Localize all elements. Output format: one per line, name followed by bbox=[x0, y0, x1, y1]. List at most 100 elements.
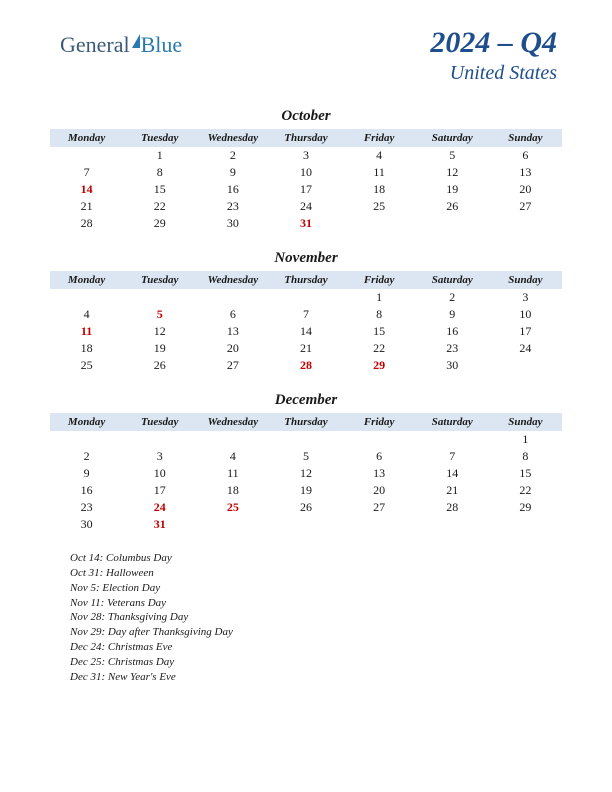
calendar-cell: 4 bbox=[50, 306, 123, 323]
calendar-cell bbox=[416, 431, 489, 448]
day-header: Saturday bbox=[416, 129, 489, 147]
holiday-item: Dec 25: Christmas Day bbox=[70, 655, 562, 670]
calendar-cell: 10 bbox=[269, 164, 342, 181]
calendar-cell: 29 bbox=[123, 215, 196, 232]
holiday-item: Nov 11: Veterans Day bbox=[70, 596, 562, 611]
calendar-cell: 30 bbox=[196, 215, 269, 232]
calendar-cell: 15 bbox=[123, 181, 196, 198]
calendar-cell: 22 bbox=[489, 482, 562, 499]
calendar-cell: 29 bbox=[343, 357, 416, 374]
calendar-cell: 15 bbox=[343, 323, 416, 340]
day-header: Tuesday bbox=[123, 271, 196, 289]
calendars-container: OctoberMondayTuesdayWednesdayThursdayFri… bbox=[50, 108, 562, 533]
calendar-cell: 9 bbox=[50, 465, 123, 482]
calendar-cell: 18 bbox=[50, 340, 123, 357]
holiday-item: Nov 29: Day after Thanksgiving Day bbox=[70, 625, 562, 640]
calendar-cell: 13 bbox=[489, 164, 562, 181]
calendar-cell: 24 bbox=[123, 499, 196, 516]
calendar-cell: 16 bbox=[50, 482, 123, 499]
calendar-cell: 10 bbox=[489, 306, 562, 323]
calendar-cell: 9 bbox=[416, 306, 489, 323]
day-header: Sunday bbox=[489, 413, 562, 431]
calendar-row: 2345678 bbox=[50, 448, 562, 465]
calendar-cell: 21 bbox=[269, 340, 342, 357]
calendar-cell: 20 bbox=[196, 340, 269, 357]
calendar-cell bbox=[50, 431, 123, 448]
calendar-cell: 4 bbox=[343, 147, 416, 164]
calendar-cell: 11 bbox=[50, 323, 123, 340]
calendar-cell: 27 bbox=[489, 198, 562, 215]
calendar-cell: 31 bbox=[269, 215, 342, 232]
calendar-cell: 1 bbox=[489, 431, 562, 448]
country-title: United States bbox=[430, 62, 557, 85]
calendar-cell: 26 bbox=[123, 357, 196, 374]
calendar-cell: 31 bbox=[123, 516, 196, 533]
calendar-cell: 7 bbox=[416, 448, 489, 465]
holiday-item: Dec 24: Christmas Eve bbox=[70, 640, 562, 655]
calendar-cell: 17 bbox=[123, 482, 196, 499]
calendar-row: 1 bbox=[50, 431, 562, 448]
calendar-cell: 12 bbox=[416, 164, 489, 181]
calendar-cell: 12 bbox=[269, 465, 342, 482]
logo: General Blue bbox=[60, 32, 182, 58]
calendar-cell: 17 bbox=[489, 323, 562, 340]
calendar-cell: 25 bbox=[343, 198, 416, 215]
calendar-cell bbox=[196, 431, 269, 448]
calendar-row: 21222324252627 bbox=[50, 198, 562, 215]
calendar-cell bbox=[269, 289, 342, 306]
calendar-cell: 2 bbox=[196, 147, 269, 164]
calendar-cell: 6 bbox=[489, 147, 562, 164]
calendar-cell: 11 bbox=[196, 465, 269, 482]
calendar-cell: 3 bbox=[489, 289, 562, 306]
calendar-row: 16171819202122 bbox=[50, 482, 562, 499]
calendar-cell: 21 bbox=[416, 482, 489, 499]
calendar-cell bbox=[343, 431, 416, 448]
calendar-cell: 16 bbox=[196, 181, 269, 198]
calendar-cell bbox=[416, 215, 489, 232]
calendar-row: 14151617181920 bbox=[50, 181, 562, 198]
calendar-cell: 8 bbox=[343, 306, 416, 323]
logo-text-blue: Blue bbox=[141, 32, 183, 58]
calendar-row: 123 bbox=[50, 289, 562, 306]
calendar-cell bbox=[196, 516, 269, 533]
calendar-cell: 5 bbox=[123, 306, 196, 323]
calendar-cell: 11 bbox=[343, 164, 416, 181]
holiday-item: Nov 5: Election Day bbox=[70, 581, 562, 596]
calendar-cell: 22 bbox=[123, 198, 196, 215]
day-header: Wednesday bbox=[196, 129, 269, 147]
calendar-cell: 9 bbox=[196, 164, 269, 181]
calendar-cell: 30 bbox=[416, 357, 489, 374]
calendar-cell: 22 bbox=[343, 340, 416, 357]
calendar-cell: 19 bbox=[416, 181, 489, 198]
calendar-cell: 27 bbox=[343, 499, 416, 516]
calendar-cell bbox=[123, 431, 196, 448]
calendar-row: 9101112131415 bbox=[50, 465, 562, 482]
calendar-cell: 6 bbox=[343, 448, 416, 465]
calendar-cell: 30 bbox=[50, 516, 123, 533]
day-header: Thursday bbox=[269, 271, 342, 289]
holiday-item: Oct 31: Halloween bbox=[70, 566, 562, 581]
calendar-cell: 13 bbox=[196, 323, 269, 340]
calendar-cell: 12 bbox=[123, 323, 196, 340]
calendar-cell bbox=[489, 215, 562, 232]
calendar-cell: 8 bbox=[123, 164, 196, 181]
calendar-cell: 20 bbox=[343, 482, 416, 499]
calendar-row: 45678910 bbox=[50, 306, 562, 323]
day-header: Tuesday bbox=[123, 413, 196, 431]
calendar-table: MondayTuesdayWednesdayThursdayFridaySatu… bbox=[50, 129, 562, 232]
calendar-cell: 23 bbox=[50, 499, 123, 516]
calendar-cell bbox=[343, 516, 416, 533]
calendar-row: 252627282930 bbox=[50, 357, 562, 374]
month-block: OctoberMondayTuesdayWednesdayThursdayFri… bbox=[50, 108, 562, 232]
calendar-cell: 1 bbox=[343, 289, 416, 306]
calendar-row: 18192021222324 bbox=[50, 340, 562, 357]
calendar-cell: 3 bbox=[123, 448, 196, 465]
calendar-cell: 17 bbox=[269, 181, 342, 198]
calendar-cell: 23 bbox=[196, 198, 269, 215]
calendar-row: 28293031 bbox=[50, 215, 562, 232]
day-header: Monday bbox=[50, 129, 123, 147]
calendar-cell: 29 bbox=[489, 499, 562, 516]
calendar-cell: 28 bbox=[50, 215, 123, 232]
calendar-cell: 26 bbox=[416, 198, 489, 215]
month-name: December bbox=[50, 392, 562, 409]
